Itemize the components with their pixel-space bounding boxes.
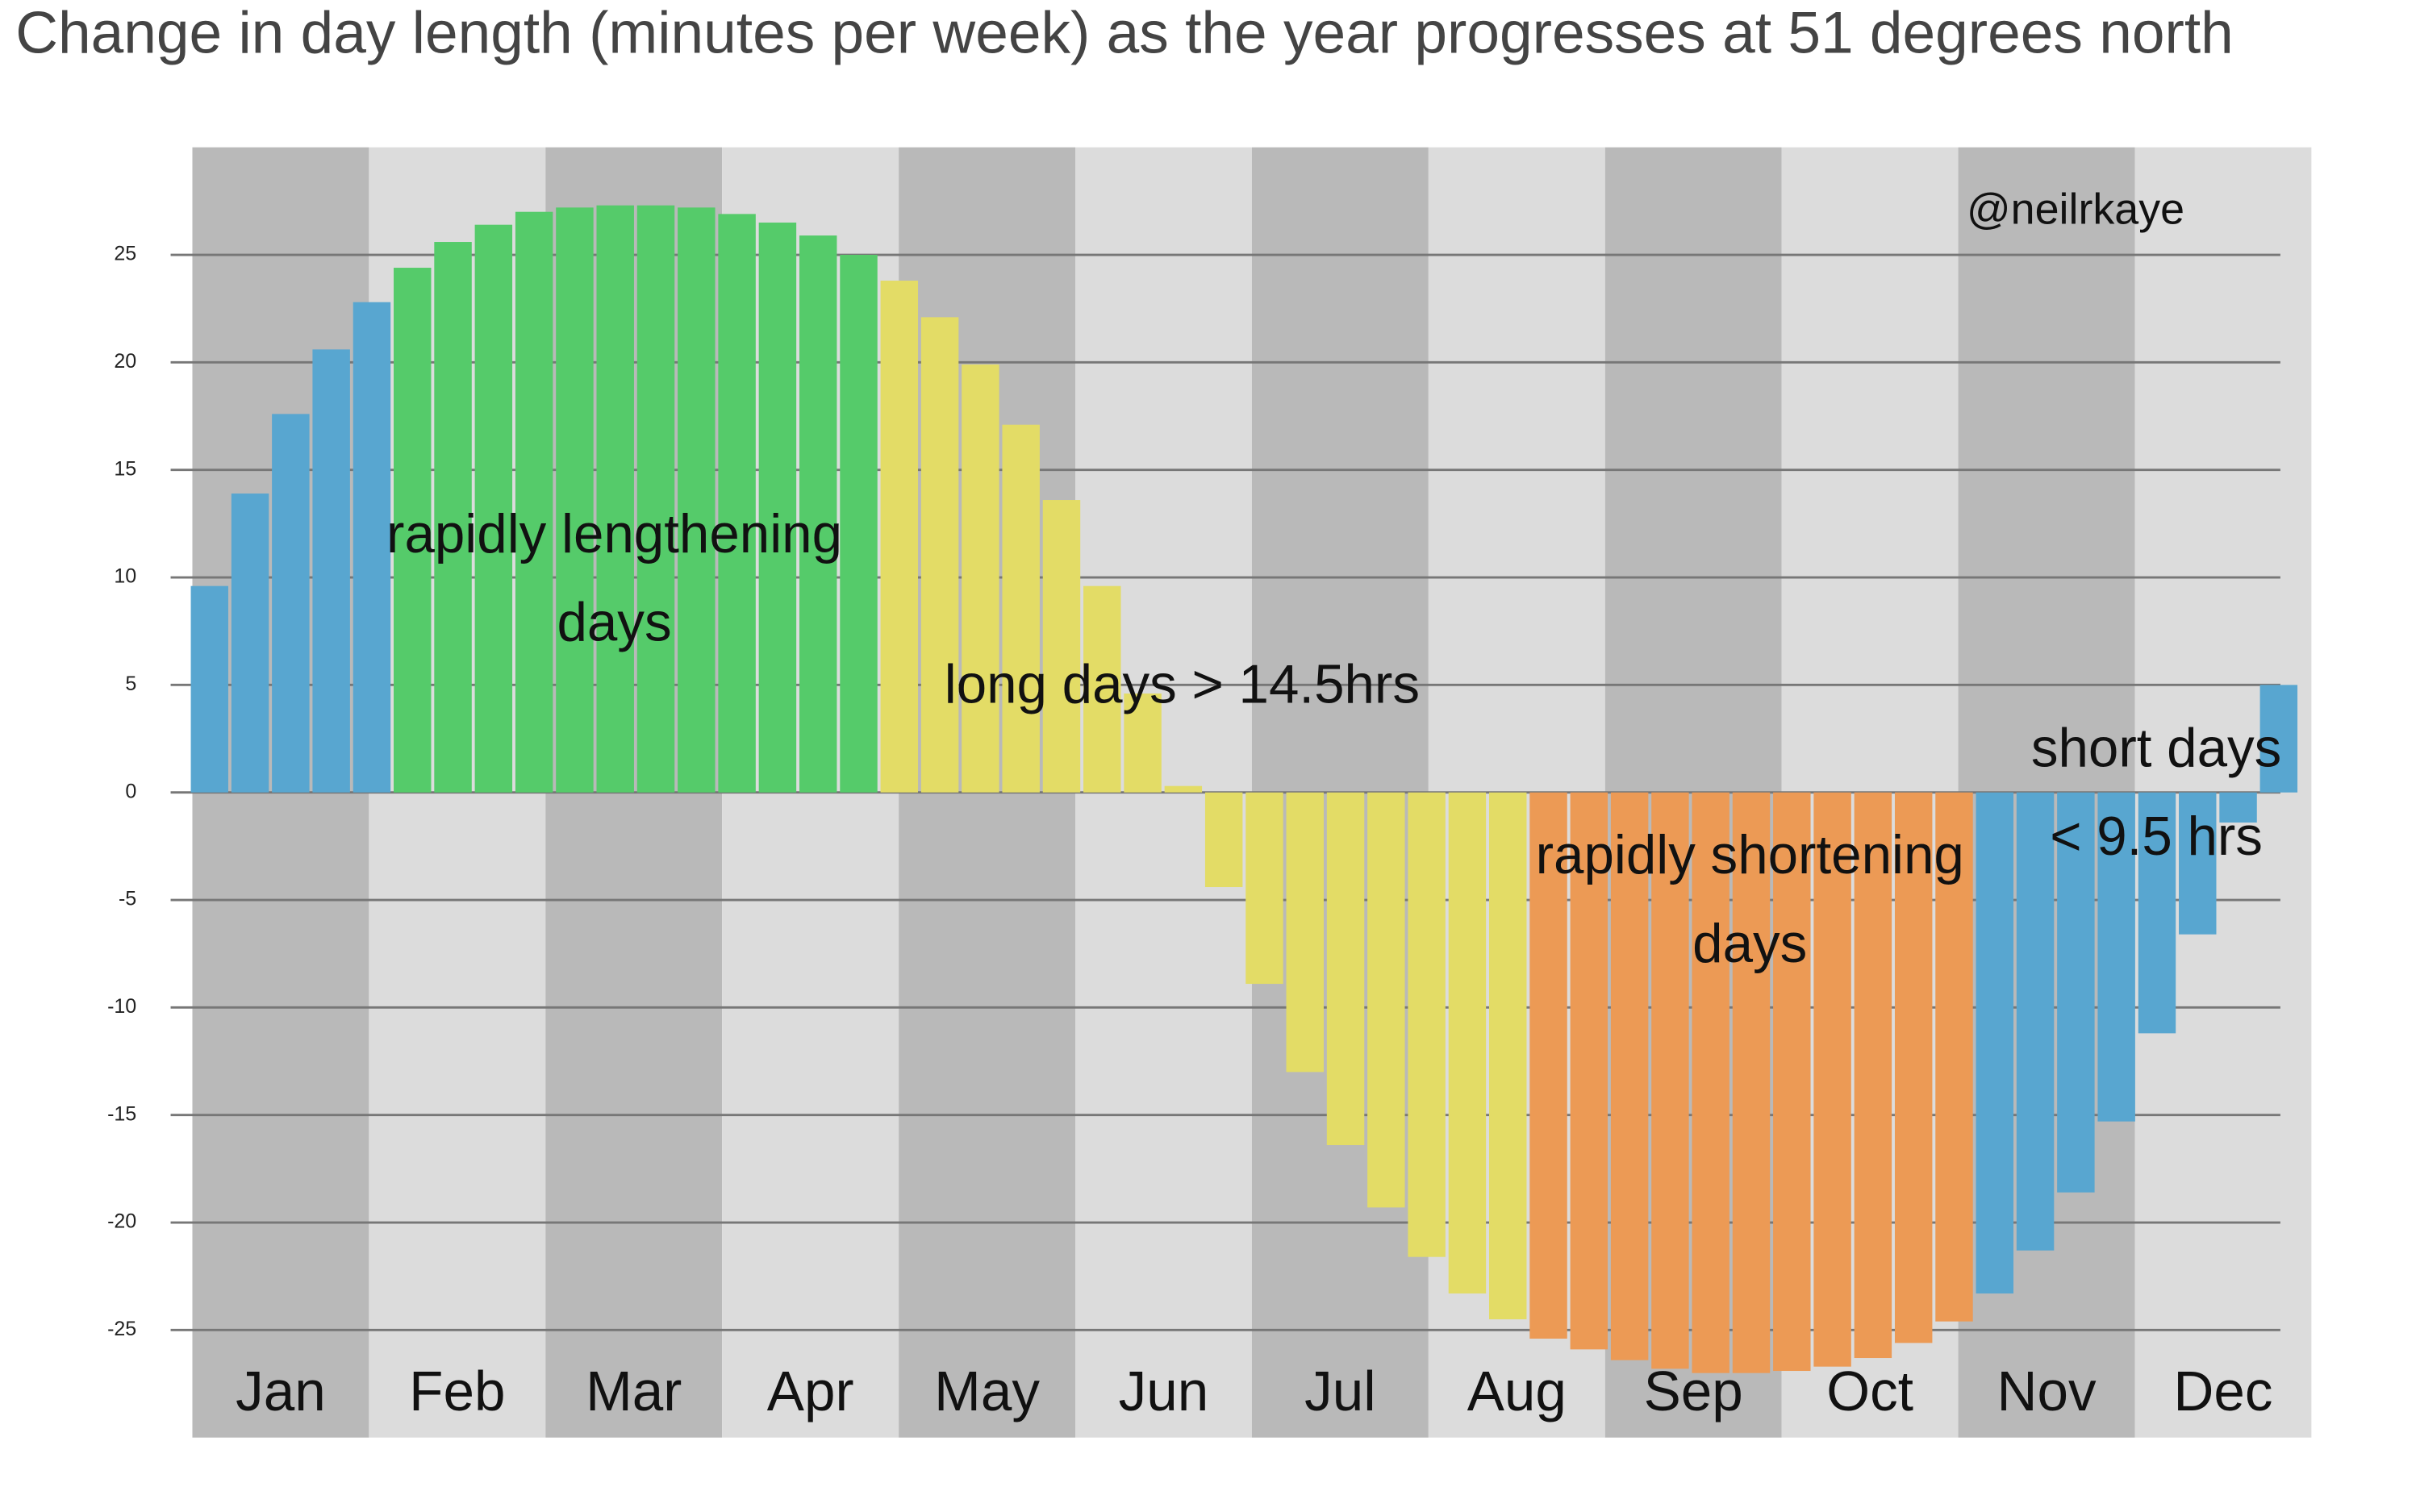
bar — [1448, 792, 1487, 1294]
bar — [962, 364, 999, 793]
bar — [1042, 500, 1081, 793]
bar — [1976, 792, 2014, 1294]
bar — [1732, 792, 1771, 1373]
x-tick-label: Sep — [1644, 1360, 1743, 1422]
bar — [920, 317, 959, 793]
x-tick-label: Jul — [1304, 1360, 1375, 1422]
y-tick-label: 5 — [125, 673, 136, 695]
bar — [2138, 792, 2176, 1034]
x-tick-label: Dec — [2173, 1360, 2272, 1422]
bar — [1529, 792, 1567, 1339]
bar — [1002, 424, 1040, 793]
bar — [799, 235, 837, 793]
credit: @neilrkaye — [1967, 185, 2184, 234]
bar — [1813, 792, 1851, 1367]
bar — [678, 207, 716, 793]
y-tick-label: -20 — [107, 1210, 136, 1233]
x-tick-label: Oct — [1826, 1360, 1913, 1422]
bar — [1773, 792, 1811, 1372]
x-tick-label: Nov — [1996, 1360, 2096, 1422]
bar — [1245, 792, 1283, 985]
x-tick-label: Feb — [409, 1360, 505, 1422]
bar — [1894, 792, 1933, 1343]
annotation: short days — [2031, 718, 2281, 778]
bar — [1367, 792, 1405, 1208]
bar — [1854, 792, 1892, 1359]
bar — [2097, 792, 2135, 1122]
bar — [880, 281, 919, 793]
bar — [272, 414, 310, 793]
bar — [1326, 792, 1365, 1146]
annotation: rapidly shortening — [1536, 825, 1964, 885]
bar — [718, 214, 756, 793]
bar — [2057, 792, 2095, 1193]
bar — [1083, 585, 1121, 793]
bar — [353, 302, 391, 793]
bar — [515, 211, 553, 793]
bar — [1204, 792, 1243, 888]
y-tick-label: -15 — [107, 1102, 136, 1125]
bar — [474, 224, 513, 793]
bar — [1164, 785, 1203, 793]
x-tick-label: Mar — [586, 1360, 682, 1422]
bar — [596, 205, 634, 793]
x-tick-label: May — [934, 1360, 1040, 1422]
bar — [190, 585, 228, 793]
bar — [636, 205, 675, 793]
bar — [1610, 792, 1649, 1360]
bar — [1408, 792, 1446, 1257]
x-tick-label: Jun — [1119, 1360, 1209, 1422]
x-tick-label: Jan — [236, 1360, 326, 1422]
annotation: days — [557, 593, 671, 653]
y-tick-label: 20 — [114, 350, 136, 373]
bar — [1651, 792, 1689, 1369]
annotation: rapidly lengthening — [386, 504, 842, 564]
x-tick-label: Aug — [1467, 1360, 1567, 1422]
bar — [2219, 792, 2257, 823]
bar — [2259, 685, 2298, 793]
chart-title: Change in day length (minutes per week) … — [15, 0, 2234, 65]
annotation: days — [1692, 914, 1807, 974]
annotation: < 9.5 hrs — [2050, 806, 2263, 867]
bar — [1570, 792, 1608, 1350]
annotation: long days > 14.5hrs — [945, 655, 1420, 715]
bar — [2016, 792, 2055, 1251]
bar — [840, 255, 878, 793]
y-tick-label: 0 — [125, 780, 136, 802]
x-tick-label: Apr — [767, 1360, 854, 1422]
bar — [1124, 694, 1162, 793]
bar — [556, 207, 594, 793]
bar — [1489, 792, 1527, 1320]
bar — [2179, 792, 2217, 935]
bar — [1935, 792, 1973, 1322]
y-tick-label: 25 — [114, 243, 136, 265]
bar — [758, 223, 797, 793]
bar — [394, 268, 432, 793]
bar — [1286, 792, 1324, 1073]
y-tick-label: -10 — [107, 995, 136, 1018]
bar — [312, 349, 350, 793]
y-tick-label: -5 — [119, 888, 136, 910]
y-tick-label: 10 — [114, 565, 136, 588]
bar — [1692, 792, 1729, 1373]
y-tick-label: -25 — [107, 1318, 136, 1340]
bar — [231, 494, 269, 793]
y-tick-label: 15 — [114, 457, 136, 480]
bar — [434, 242, 472, 793]
